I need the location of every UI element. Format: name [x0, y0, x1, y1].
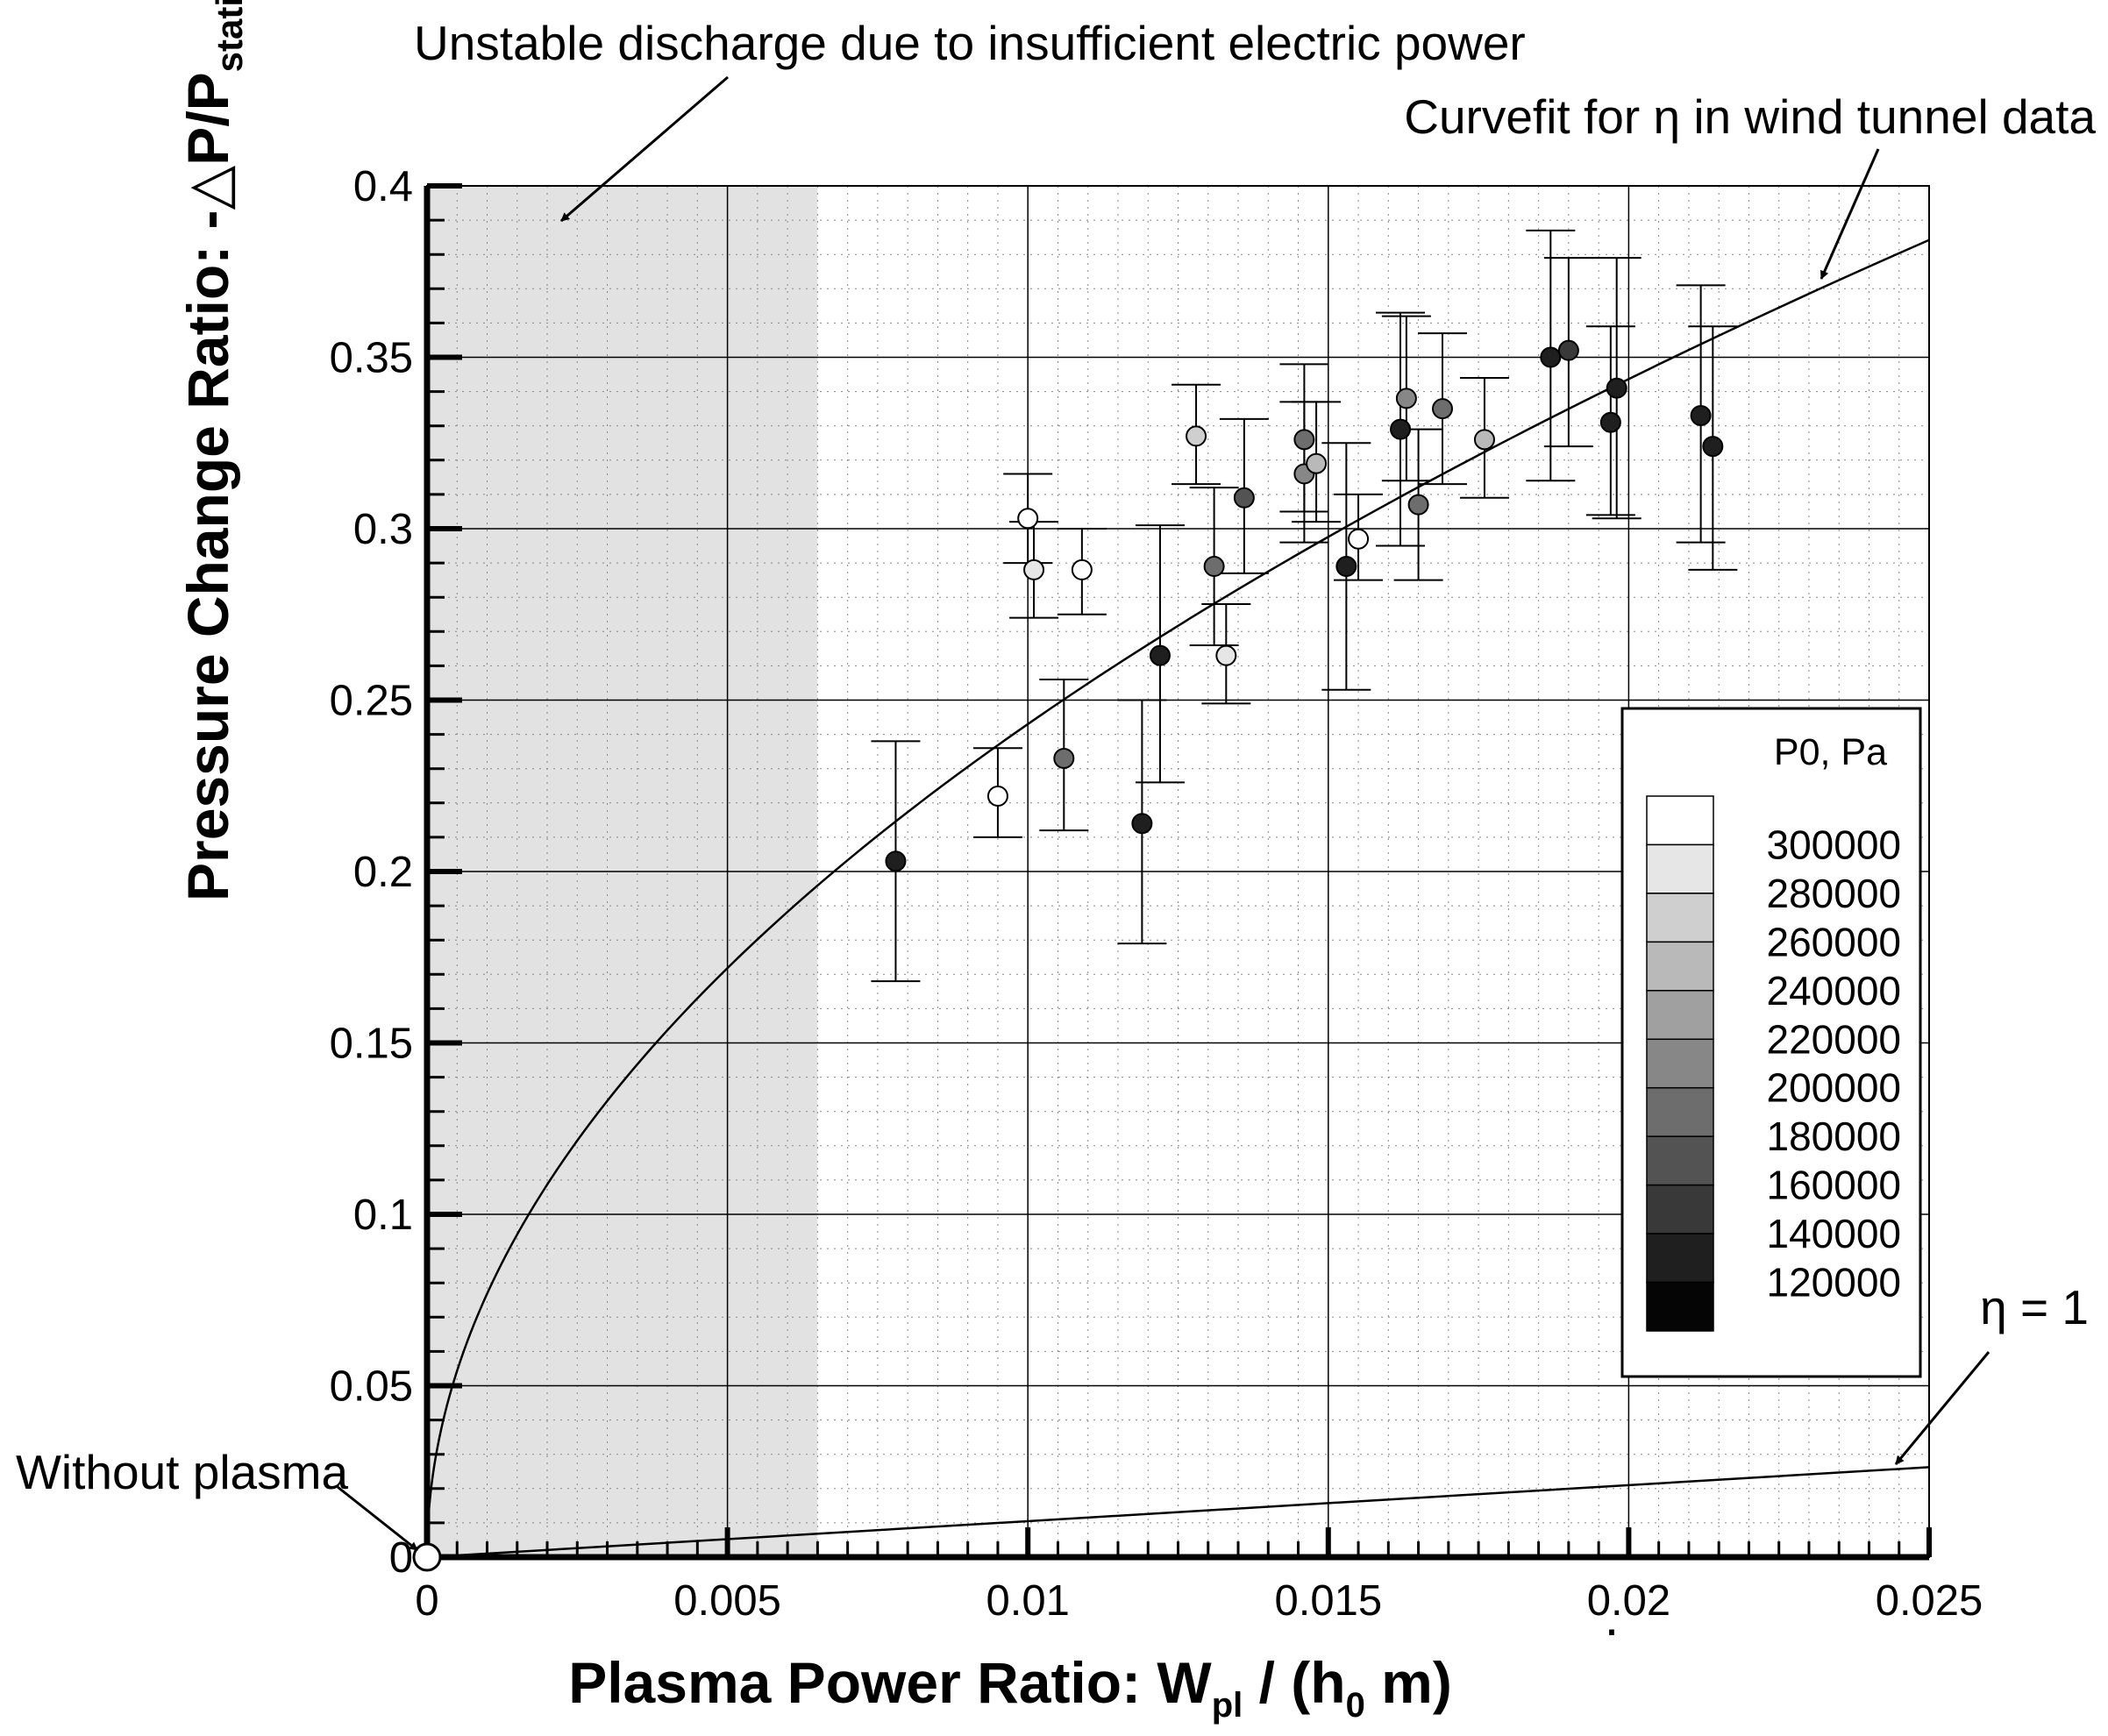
- data-point: [1690, 404, 1712, 426]
- y-axis-title: Pressure Change Ratio: -△P/Pstatic: [175, 0, 250, 901]
- data-point: [1335, 556, 1357, 578]
- arrow-unstable: [560, 75, 729, 223]
- legend-swatch: [1646, 1038, 1714, 1089]
- arrow-eta-one: [1894, 1351, 1990, 1465]
- legend-swatch: [1646, 1135, 1714, 1186]
- without-plasma-point: [412, 1542, 442, 1572]
- data-point: [1557, 339, 1579, 361]
- legend-title: P0, Pa: [1774, 731, 1887, 773]
- plot-area: [412, 183, 1932, 1572]
- legend-label: 300000: [1767, 822, 1902, 867]
- x-tick-label: 0.01: [986, 1577, 1070, 1625]
- error-bars: [871, 229, 1738, 983]
- eta-one-line: [426, 1466, 1930, 1559]
- data-point: [1071, 559, 1093, 580]
- data-point: [1473, 429, 1495, 451]
- data-point: [986, 785, 1008, 807]
- legend: P0, Pa 300000280000260000240000220000200…: [1620, 707, 1922, 1378]
- data-point: [1606, 377, 1627, 399]
- y-tick-label: 0.1: [353, 1192, 413, 1239]
- x-axis-title-end: m): [1365, 1650, 1452, 1715]
- y-tick-label: 0.4: [353, 163, 413, 210]
- legend-swatch: [1646, 843, 1714, 894]
- y-tick-labels: 0 0.05 0.1 0.15 0.2 0.25 0.3 0.35 0.4: [330, 163, 413, 1582]
- annotation-curvefit: Curvefit for η in wind tunnel data: [1404, 89, 2096, 144]
- minor-grid: [427, 186, 1929, 1557]
- data-point: [885, 850, 907, 872]
- data-point: [1702, 436, 1724, 458]
- data-point: [1186, 425, 1207, 447]
- data-point: [1053, 747, 1075, 769]
- data-point: [1017, 508, 1039, 530]
- data-point: [1348, 528, 1370, 550]
- y-tick-label: 0.05: [330, 1363, 413, 1411]
- legend-swatch: [1646, 1086, 1714, 1137]
- legend-swatch: [1646, 1281, 1714, 1332]
- x-tick-labels: 0 0.005 0.01 0.015 0.02 0.025: [415, 1577, 1983, 1625]
- y-tick-label: 0.25: [330, 678, 413, 725]
- x-axis-title-sub2: 0: [1346, 1686, 1365, 1725]
- data-point: [1203, 556, 1225, 578]
- legend-swatch: [1646, 1184, 1714, 1234]
- legend-label: 220000: [1767, 1016, 1902, 1062]
- legend-label: 260000: [1767, 919, 1902, 964]
- data-point: [1431, 398, 1453, 420]
- y-axis-title-delta: △: [175, 165, 240, 210]
- legend-label: 180000: [1767, 1113, 1902, 1159]
- legend-swatch: [1646, 990, 1714, 1041]
- annotation-without-plasma: Without plasma: [16, 1445, 348, 1499]
- x-axis-title-sub: pl: [1212, 1686, 1243, 1725]
- annotation-eta-one: η = 1: [1980, 1280, 2089, 1334]
- legend-label: 200000: [1767, 1065, 1902, 1111]
- data-point: [1540, 346, 1562, 368]
- legend-label: 140000: [1767, 1211, 1902, 1256]
- x-tick-label: 0.025: [1876, 1577, 1983, 1625]
- curvefit-line: [425, 238, 1930, 1558]
- y-axis-title-sub: static: [209, 0, 250, 72]
- data-point: [1599, 411, 1621, 433]
- y-tick-label: 0.2: [353, 849, 413, 896]
- data-points: [885, 339, 1724, 872]
- y-axis-title-mid: P/P: [175, 72, 240, 165]
- x-axis-title: Plasma Power Ratio: Wpl / (h0 m): [568, 1650, 1452, 1725]
- data-point: [1149, 644, 1171, 666]
- data-point: [1407, 494, 1429, 516]
- x-tick-label: 0.015: [1274, 1577, 1382, 1625]
- data-point: [1395, 388, 1417, 409]
- y-axis-title-main: Pressure Change Ratio: -: [175, 210, 240, 901]
- x-axis-title-main: Plasma Power Ratio: W: [568, 1650, 1212, 1715]
- x-axis-mdot: ·: [1603, 1599, 1620, 1658]
- data-point: [1233, 487, 1255, 509]
- x-tick-label: 0.005: [673, 1577, 781, 1625]
- x-tick-label: 0.02: [1587, 1577, 1670, 1625]
- data-point: [1306, 452, 1328, 474]
- data-point: [1023, 559, 1045, 580]
- legend-label: 160000: [1767, 1163, 1902, 1208]
- data-point: [1293, 429, 1315, 451]
- legend-label: 280000: [1767, 871, 1902, 916]
- y-tick-label: 0: [389, 1534, 413, 1582]
- data-point: [1215, 644, 1237, 666]
- legend-swatch: [1646, 1233, 1714, 1284]
- arrow-without-plasma: [337, 1485, 418, 1552]
- legend-label: 120000: [1767, 1260, 1902, 1306]
- data-point: [1131, 813, 1153, 835]
- y-tick-label: 0.35: [330, 335, 413, 382]
- arrow-curvefit: [1820, 148, 1880, 280]
- x-tick-label: 0: [415, 1577, 438, 1625]
- x-axis-title-mid: / (h: [1243, 1650, 1345, 1715]
- y-tick-label: 0.15: [330, 1021, 413, 1068]
- legend-label: 240000: [1767, 968, 1902, 1014]
- legend-swatch: [1646, 893, 1714, 943]
- annotation-unstable: Unstable discharge due to insufficient e…: [414, 16, 1526, 70]
- legend-colorbar: [1646, 795, 1714, 1332]
- data-point: [1390, 418, 1412, 440]
- legend-swatch: [1646, 941, 1714, 992]
- axes: [424, 183, 1932, 1561]
- legend-swatch: [1646, 795, 1714, 846]
- y-tick-label: 0.3: [353, 506, 413, 553]
- legend-labels: 3000002800002600002400002200002000001800…: [1767, 822, 1902, 1305]
